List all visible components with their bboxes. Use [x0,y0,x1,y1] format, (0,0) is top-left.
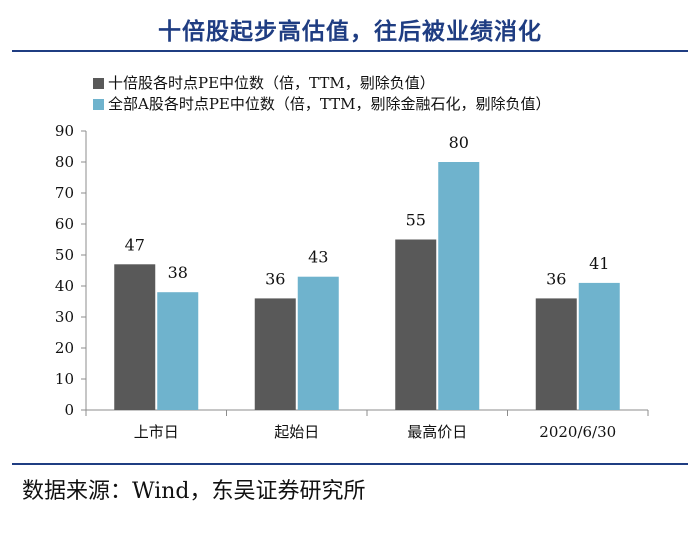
bar-series2-cat3 [438,162,480,410]
legend-label-2: 全部A股各时点PE中位数（倍，TTM，剔除金融石化，剔除负值） [108,95,551,113]
bar-series1-cat4 [535,298,577,410]
title-divider [12,50,688,52]
y-tick-label: 0 [64,401,74,419]
y-tick-label: 10 [55,370,74,388]
x-tick-label: 上市日 [134,423,179,441]
bar-series2-cat4 [578,282,620,410]
y-tick-label: 90 [55,122,74,140]
y-tick-label: 20 [55,339,74,357]
legend-swatch-2 [93,99,104,110]
data-label-series2-cat4: 41 [589,254,609,273]
y-tick-label: 40 [55,277,74,295]
y-tick-label: 80 [55,153,74,171]
x-tick-label: 2020/6/30 [539,423,616,441]
data-label-series1-cat4: 36 [546,269,566,288]
bar-chart: 十倍股各时点PE中位数（倍，TTM，剔除负值） 全部A股各时点PE中位数（倍，TT… [55,74,649,441]
y-tick-label: 50 [55,246,74,264]
y-tick-label: 60 [55,215,74,233]
bar-series2-cat2 [297,276,339,410]
data-label-series1-cat1: 47 [125,235,145,254]
chart-title: 十倍股起步高估值，往后被业绩消化 [158,19,542,45]
bar-series1-cat1 [114,264,156,410]
source-divider [12,463,688,465]
bar-series1-cat2 [254,298,296,410]
x-tick-label: 起始日 [274,423,319,441]
bar-series1-cat3 [395,239,437,410]
data-source: 数据来源：Wind，东吴证券研究所 [22,479,366,504]
legend-swatch-1 [93,78,104,89]
data-label-series2-cat1: 38 [168,263,188,282]
data-label-series2-cat2: 43 [308,248,328,267]
data-label-series1-cat2: 36 [265,269,285,288]
bar-series2-cat1 [157,292,199,410]
y-tick-label: 30 [55,308,74,326]
data-label-series2-cat3: 80 [449,133,469,152]
data-label-series1-cat3: 55 [406,211,426,230]
x-tick-label: 最高价日 [407,423,467,441]
y-tick-label: 70 [55,184,74,202]
legend-label-1: 十倍股各时点PE中位数（倍，TTM，剔除负值） [108,74,435,92]
